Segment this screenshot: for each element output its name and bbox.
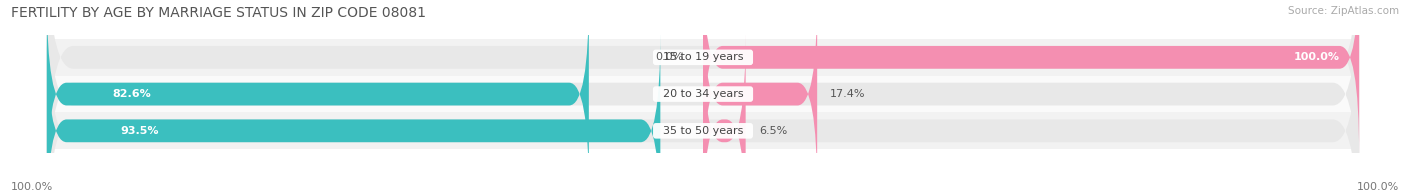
FancyBboxPatch shape <box>46 0 589 193</box>
Bar <box>46 113 1360 149</box>
FancyBboxPatch shape <box>46 0 1360 196</box>
Bar <box>46 39 1360 76</box>
Text: 20 to 34 years: 20 to 34 years <box>655 89 751 99</box>
Text: 100.0%: 100.0% <box>11 182 53 192</box>
FancyBboxPatch shape <box>46 0 1360 196</box>
Text: 100.0%: 100.0% <box>1294 52 1340 62</box>
Text: 0.0%: 0.0% <box>655 52 683 62</box>
Text: 17.4%: 17.4% <box>831 89 866 99</box>
Text: 15 to 19 years: 15 to 19 years <box>655 52 751 62</box>
Text: FERTILITY BY AGE BY MARRIAGE STATUS IN ZIP CODE 08081: FERTILITY BY AGE BY MARRIAGE STATUS IN Z… <box>11 6 426 20</box>
FancyBboxPatch shape <box>703 32 745 196</box>
FancyBboxPatch shape <box>46 32 661 196</box>
Text: 6.5%: 6.5% <box>759 126 787 136</box>
Text: 93.5%: 93.5% <box>121 126 159 136</box>
FancyBboxPatch shape <box>703 0 1360 156</box>
FancyBboxPatch shape <box>703 0 817 193</box>
Text: 35 to 50 years: 35 to 50 years <box>655 126 751 136</box>
Text: 100.0%: 100.0% <box>1357 182 1399 192</box>
Text: 82.6%: 82.6% <box>112 89 150 99</box>
Text: Source: ZipAtlas.com: Source: ZipAtlas.com <box>1288 6 1399 16</box>
FancyBboxPatch shape <box>46 0 1360 193</box>
Bar <box>46 76 1360 113</box>
